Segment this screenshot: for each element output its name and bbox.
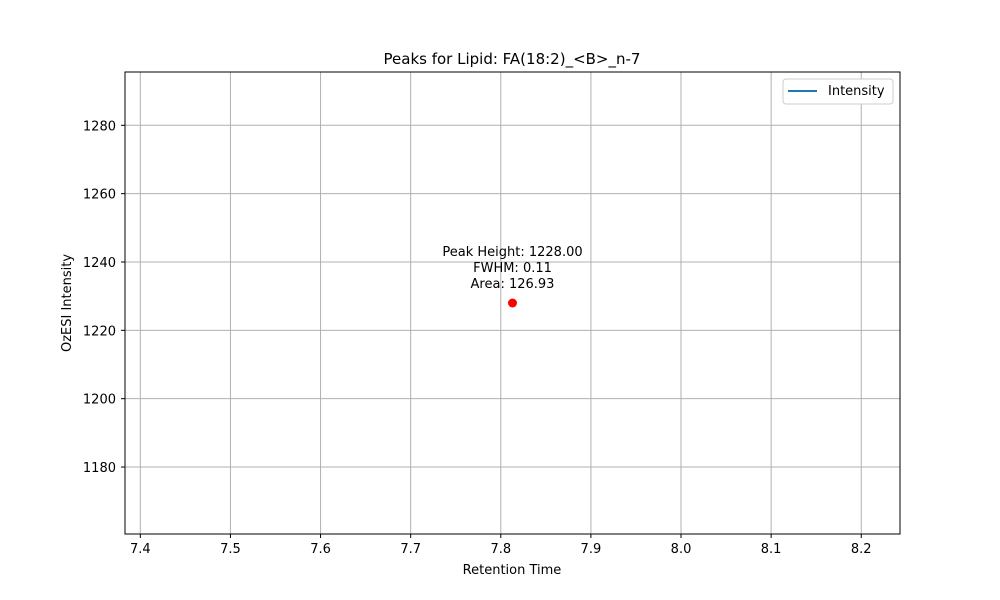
- y-axis-label: OzESI Intensity: [60, 254, 75, 352]
- x-axis-label: Retention Time: [463, 563, 562, 578]
- chart-title: Peaks for Lipid: FA(18:2)_<B>_n-7: [384, 50, 641, 69]
- legend-box: [782, 78, 894, 105]
- x-tick-label: 7.7: [400, 542, 421, 557]
- x-tick-label: 7.5: [220, 542, 241, 557]
- x-tick-label: 7.4: [130, 542, 151, 557]
- plot-area-frame: [124, 71, 901, 535]
- x-tick-label: 7.9: [581, 542, 602, 557]
- y-tick-label: 1280: [83, 119, 116, 134]
- peak-point: [508, 298, 517, 308]
- x-axis-ticks: 7.4 7.5 7.6 7.7 7.8 7.9 8.0 8.1 8.2: [130, 534, 872, 557]
- legend: Intensity: [782, 78, 894, 105]
- y-tick-label: 1220: [83, 324, 116, 339]
- y-tick-label: 1180: [83, 461, 116, 476]
- legend-intensity-label: Intensity: [828, 84, 885, 99]
- x-tick-label: 7.6: [310, 542, 331, 557]
- y-tick-label: 1240: [83, 256, 116, 271]
- grid: [125, 72, 900, 534]
- peak-annotation-line: FWHM: 0.11: [473, 261, 552, 276]
- peak-annotation-line: Peak Height: 1228.00: [442, 245, 582, 260]
- x-tick-label: 8.2: [851, 542, 872, 557]
- x-tick-label: 8.0: [671, 542, 692, 557]
- y-tick-label: 1200: [83, 393, 116, 408]
- peak-markers: [508, 298, 517, 308]
- peak-annotation-line: Area: 126.93: [471, 277, 555, 292]
- y-axis-ticks: 1180 1200 1220 1240 1260 1280: [83, 119, 125, 476]
- x-tick-label: 8.1: [761, 542, 782, 557]
- x-tick-label: 7.8: [490, 542, 511, 557]
- y-tick-label: 1260: [83, 188, 116, 203]
